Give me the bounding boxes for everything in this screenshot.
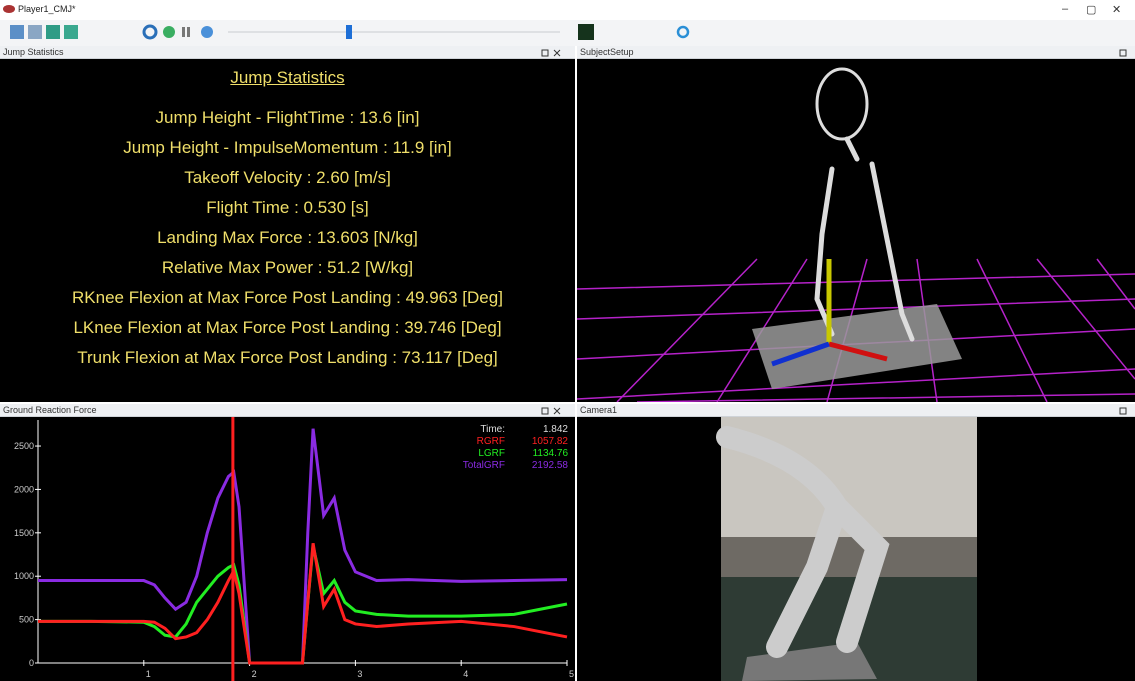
app-icon [3, 5, 15, 13]
stat-line: Landing Max Force : 13.603 [N/kg] [157, 228, 418, 247]
y-tick-label: 500 [19, 615, 34, 625]
maximize-button[interactable]: ▢ [1086, 4, 1097, 16]
stat-line: Jump Height - ImpulseMomentum : 11.9 [in… [123, 138, 452, 157]
x-tick-label: 5 [569, 669, 574, 679]
toolbar-button[interactable] [10, 25, 24, 39]
stat-line: Flight Time : 0.530 [s] [206, 198, 369, 217]
stat-line: Relative Max Power : 51.2 [W/kg] [161, 258, 414, 277]
stat-line: Jump Height - FlightTime : 13.6 [in] [155, 108, 420, 127]
y-tick-label: 0 [29, 658, 34, 668]
y-tick-label: 1500 [14, 528, 34, 538]
settings-button[interactable] [676, 25, 690, 39]
close-button[interactable]: ✕ [1112, 4, 1122, 16]
stat-line: RKnee Flexion at Max Force Post Landing … [72, 288, 503, 307]
jump-statistics-panel: Jump Statistics Jump Height - FlightTime… [0, 59, 575, 402]
force-plate [752, 304, 962, 389]
timeline-slider[interactable] [346, 25, 352, 39]
toolbar [0, 20, 1135, 46]
legend-value: 2192.58 [532, 460, 569, 471]
legend-value: 1134.76 [533, 448, 569, 459]
reload-button[interactable] [142, 24, 158, 40]
legend-entry: TotalGRF [463, 460, 505, 471]
pause-button[interactable] [182, 27, 185, 37]
camera-view [577, 417, 1135, 681]
y-tick-label: 2500 [14, 441, 34, 451]
window-title: Player1_CMJ* [18, 4, 76, 14]
skeleton [814, 67, 915, 342]
panel-controls[interactable] [540, 406, 570, 416]
toolbar-button[interactable] [28, 25, 42, 39]
stat-line: Trunk Flexion at Max Force Post Landing … [77, 348, 498, 367]
readout-label: Time: [480, 424, 505, 435]
stats-title: Jump Statistics [230, 68, 345, 87]
x-tick-label: 1 [146, 669, 151, 679]
panel-header: SubjectSetup [577, 46, 1135, 59]
z-axis-gizmo [771, 341, 830, 367]
legend-entry: LGRF [478, 448, 505, 459]
x-tick-label: 3 [357, 669, 362, 679]
panel-header: Camera1 [577, 404, 1135, 417]
panel-header: Jump Statistics [0, 46, 575, 59]
grf-chart: 0 500 1000 1500 2000 2500 1 2 3 4 5 Time: 1.842 RGRF 1… [0, 417, 575, 681]
title-bar: Player1_CMJ* – ▢ ✕ [0, 0, 1135, 20]
readout-value: 1.842 [543, 424, 568, 435]
panel-controls[interactable] [1118, 48, 1135, 58]
toolbar-button[interactable] [578, 24, 594, 40]
toolbar-button[interactable] [64, 25, 78, 39]
y-tick-label: 1000 [14, 571, 34, 581]
x-axis-gizmo [828, 341, 888, 362]
legend-entry: RGRF [477, 436, 505, 447]
panel-controls[interactable] [540, 48, 570, 58]
stop-button[interactable] [201, 26, 213, 38]
y-tick-label: 2000 [14, 484, 34, 494]
play-button[interactable] [163, 26, 175, 38]
minimize-button[interactable]: – [1062, 3, 1069, 15]
legend-value: 1057.82 [532, 436, 569, 447]
skeleton-view [577, 59, 1135, 402]
series-line [38, 542, 568, 665]
x-tick-label: 2 [252, 669, 257, 679]
stat-line: Takeoff Velocity : 2.60 [m/s] [184, 168, 391, 187]
panel-header: Ground Reaction Force [0, 404, 575, 417]
stat-line: LKnee Flexion at Max Force Post Landing … [73, 318, 502, 337]
x-tick-label: 4 [463, 669, 468, 679]
series-line [38, 428, 568, 665]
toolbar-button[interactable] [46, 25, 60, 39]
panel-controls[interactable] [1118, 406, 1135, 416]
